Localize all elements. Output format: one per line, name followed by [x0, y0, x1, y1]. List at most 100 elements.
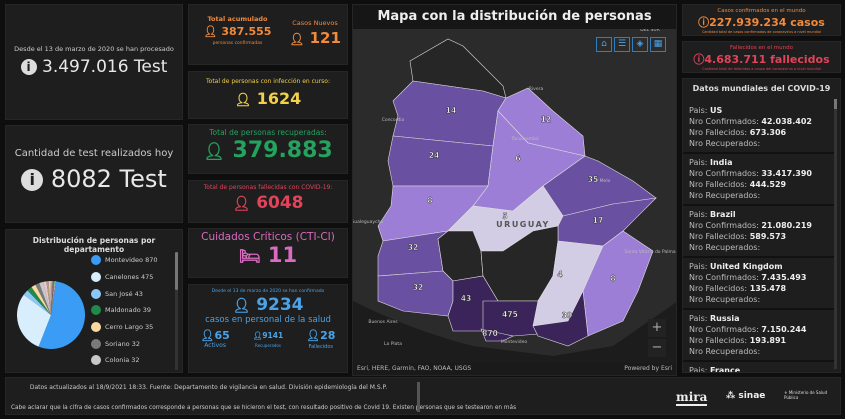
country-confirmed: 42.038.402: [761, 117, 812, 126]
salud-caption: Desde el 13 de marzo de 2020 se han conf…: [211, 289, 325, 294]
pie-slice[interactable]: [51, 281, 55, 315]
pie-slice[interactable]: [46, 281, 51, 315]
msp-logo: ⚜ Ministerio de Salud Pública: [784, 390, 828, 400]
pie-slice[interactable]: [38, 281, 86, 349]
sinae-logo: ⁂ sinae: [726, 391, 766, 401]
salud-fallecidos: 28: [320, 329, 336, 342]
pie-slice[interactable]: [51, 281, 54, 315]
country-item[interactable]: Pais: France Nro Confirmados: 7.037.931 …: [683, 362, 835, 372]
salud-recuperados-label: Recuperados: [255, 343, 281, 348]
layers-icon[interactable]: ◈: [632, 37, 648, 52]
country-item[interactable]: Pais: India Nro Confirmados: 33.417.390 …: [683, 154, 835, 206]
world-title: Datos mundiales del COVID-19: [692, 84, 831, 93]
legend-item[interactable]: Cerro Largo 35: [91, 319, 171, 336]
info-icon: i: [20, 59, 37, 75]
powered-by-esri[interactable]: Powered by Esri: [624, 365, 672, 372]
map-toolbar: ⌂ ☰ ◈ ▦: [596, 37, 666, 52]
country-deaths: 673.306: [749, 128, 787, 137]
pie-slice[interactable]: [31, 284, 51, 315]
pie-legend: Montevideo 870 Canelones 475 San José 43 Ma…: [91, 252, 171, 370]
legend-item[interactable]: Maldonado 39: [91, 302, 171, 319]
place-label: Santa Vitória do Palmar: [624, 248, 677, 255]
world-deaths-panel: Fallecidos en el mundo ⓘ4.683.711 fallec…: [682, 41, 841, 73]
department-count-label: 32: [408, 243, 418, 252]
legend-item[interactable]: Montevideo 870: [91, 252, 171, 269]
legend-item[interactable]: San José 43: [91, 285, 171, 302]
legend-swatch: [91, 338, 101, 349]
country-name: Russia: [710, 314, 740, 323]
place-label: Tacuarembó: [510, 135, 539, 142]
department-count-label: 39: [562, 311, 572, 320]
country-name: Brazil: [710, 210, 736, 219]
place-label: Rivera: [529, 86, 544, 92]
legend-item[interactable]: Colonia 32: [91, 352, 171, 369]
place-label: Gualeguaychú: [353, 218, 383, 225]
legend-scrollbar[interactable]: [175, 252, 178, 370]
world-data-panel: Datos mundiales del COVID-19 Pais: US Nr…: [682, 78, 841, 373]
pie-slice[interactable]: [23, 290, 51, 315]
country-item[interactable]: Pais: Russia Nro Confirmados: 7.150.244 …: [683, 310, 835, 362]
world-country-list[interactable]: Pais: US Nro Confirmados: 42.038.402 Nro…: [683, 102, 835, 372]
department-maldonado[interactable]: [532, 289, 589, 347]
acumulado-value: 387.555: [221, 25, 272, 38]
info-icon: ⓘ: [698, 16, 710, 29]
country-confirmed: 33.417.390: [761, 169, 812, 178]
map-attribution[interactable]: Esri, HERE, Garmin, FAO, NOAA, USGS: [357, 365, 472, 372]
pie-slice[interactable]: [16, 294, 51, 347]
country-deaths: 589.573: [749, 232, 787, 241]
world-cases-panel: Casos confirmados en el mundo ⓘ227.939.2…: [682, 4, 841, 36]
department-count-label: 475: [502, 310, 518, 319]
world-cases-value: 227.939.234 casos: [709, 16, 825, 29]
place-label: Concordia: [382, 117, 405, 123]
map-title: Mapa con la distribución de personas: [353, 5, 676, 29]
fallecidas-value: 6048: [256, 193, 304, 213]
country-deaths: 135.478: [749, 284, 787, 293]
uruguay-map[interactable]: 14 12 24 6 35 8 5 17 32 4 8 32 43 475 39 870 Concordia Ta…: [353, 4, 677, 376]
salud-value: 9234: [256, 295, 304, 315]
country-item[interactable]: Pais: Brazil Nro Confirmados: 21.080.219…: [683, 206, 835, 258]
pie-chart: [16, 281, 86, 349]
salud-label: casos en personal de la salud: [205, 315, 331, 325]
pie-slice[interactable]: [43, 281, 51, 315]
info-icon: ⓘ: [693, 53, 705, 66]
world-scrollbar[interactable]: [834, 99, 837, 369]
pie-slice[interactable]: [35, 283, 51, 315]
person-icon: 👤︎: [203, 25, 218, 38]
pie-slice[interactable]: [51, 281, 55, 315]
legend-item[interactable]: Soriano 32: [91, 335, 171, 352]
department-count-label: 870: [482, 329, 498, 338]
salud-fallecidos-label: Fallecidos: [308, 344, 333, 350]
country-label: URUGUAY: [496, 220, 550, 229]
department-count-label: 24: [429, 151, 439, 160]
zoom-in-button[interactable]: +: [648, 319, 666, 337]
home-icon[interactable]: ⌂: [596, 37, 612, 52]
department-pie-panel: Distribución de personas por departament…: [5, 229, 183, 373]
cti-title: Cuidados Críticos (CTI-CI): [201, 231, 335, 243]
pie-slice[interactable]: [51, 281, 56, 315]
country-deaths: 444.529: [749, 180, 787, 189]
zoom-out-button[interactable]: −: [648, 339, 666, 357]
place-label: Melo: [600, 178, 611, 184]
salud-recuperados: 9141: [262, 331, 284, 340]
legend-swatch: [91, 305, 101, 316]
department-count-label: 4: [557, 270, 562, 279]
footer-scrollbar[interactable]: [417, 382, 420, 412]
person-icon: 👤︎: [232, 298, 251, 314]
legend-item[interactable]: Canelones 475: [91, 269, 171, 286]
legend-list-icon[interactable]: ☰: [614, 37, 630, 52]
pie-slice[interactable]: [48, 281, 51, 315]
pie-slice[interactable]: [50, 281, 53, 315]
pie-slice[interactable]: [39, 281, 51, 315]
infeccion-title: Total de personas con infección en curso…: [206, 78, 330, 85]
basemap-gallery-icon[interactable]: ▦: [650, 37, 666, 52]
country-name: US: [710, 106, 723, 115]
pie-slice[interactable]: [51, 281, 57, 315]
salud-activos: 65: [214, 329, 230, 342]
country-item[interactable]: Pais: United Kingdom Nro Confirmados: 7.…: [683, 258, 835, 310]
fallecidas-title: Total de personas fallecidas con COVID-1…: [203, 184, 333, 191]
country-item[interactable]: Pais: US Nro Confirmados: 42.038.402 Nro…: [683, 102, 835, 154]
tests-total-panel: Desde el 13 de marzo de 2020 se han proc…: [5, 4, 183, 120]
place-label: Montevideo: [501, 339, 528, 345]
department-montevideo[interactable]: [480, 328, 514, 342]
pie-slice[interactable]: [27, 287, 51, 315]
